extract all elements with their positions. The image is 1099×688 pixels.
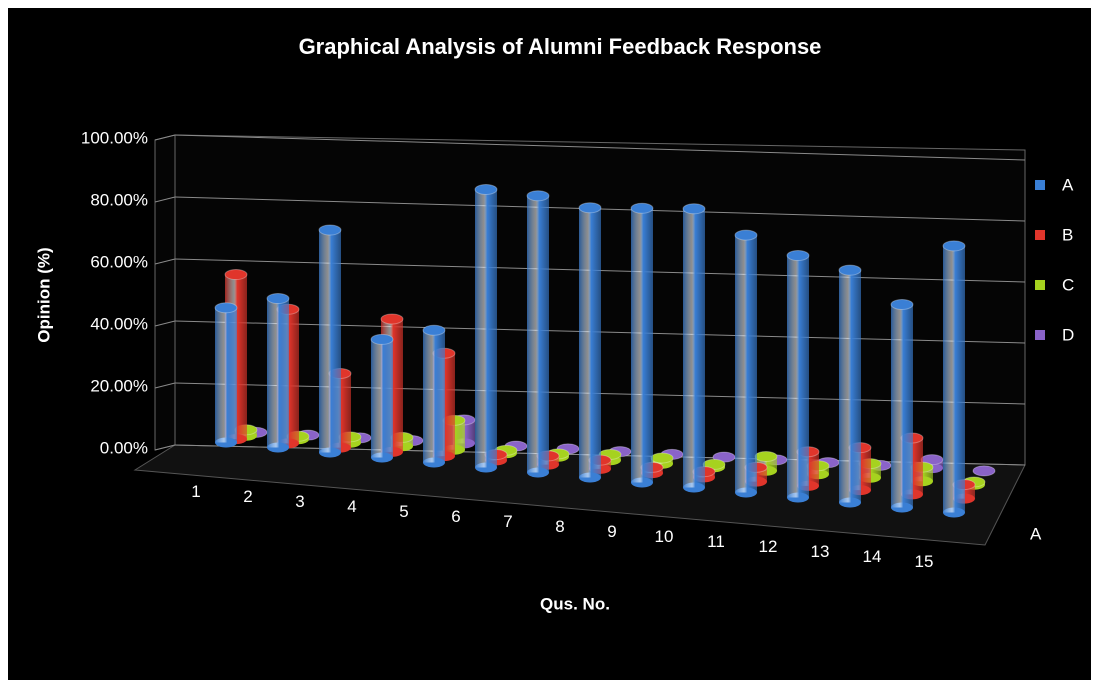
cylinder-top — [578, 202, 602, 214]
x-tick-label: 8 — [555, 517, 564, 536]
grid-line — [154, 382, 176, 389]
cylinder-top — [890, 298, 914, 310]
x-tick-label: 6 — [451, 507, 460, 526]
x-tick-label: 1 — [191, 482, 200, 501]
cylinder-top — [942, 240, 966, 252]
y-tick-label: 100.00% — [81, 128, 148, 147]
cylinder-top — [972, 465, 996, 477]
y-tick-label: 20.00% — [90, 376, 148, 395]
cylinder-top — [214, 302, 238, 314]
bar — [371, 339, 393, 458]
x-tick-label: 7 — [503, 512, 512, 531]
bar — [527, 195, 549, 473]
y-tick-label: 40.00% — [90, 314, 148, 333]
legend-swatch — [1035, 230, 1045, 240]
chart-title: Graphical Analysis of Alumni Feedback Re… — [299, 34, 822, 59]
cylinder-top — [786, 250, 810, 262]
legend-swatch — [1035, 180, 1045, 190]
cylinder-top — [474, 183, 498, 195]
cylinder-top — [630, 202, 654, 214]
x-tick-label: 4 — [347, 497, 356, 516]
side-wall — [154, 134, 176, 451]
grid-line — [154, 196, 176, 203]
x-tick-label: 5 — [399, 502, 408, 521]
bar — [579, 207, 601, 478]
bar — [735, 235, 757, 493]
bar — [267, 298, 289, 448]
legend-swatch — [1035, 330, 1045, 340]
cylinder-top — [318, 224, 342, 236]
depth-tick-label: A — [1030, 524, 1042, 543]
y-tick-label: 0.00% — [100, 438, 148, 457]
legend-label: B — [1062, 225, 1073, 244]
x-tick-label: 11 — [707, 532, 725, 551]
bar — [215, 307, 237, 443]
x-tick-label: 2 — [243, 487, 252, 506]
cylinder-top — [380, 313, 404, 325]
bar — [839, 270, 861, 503]
bar — [631, 208, 653, 483]
cylinder-top — [224, 268, 248, 280]
cylinder-top — [838, 264, 862, 276]
legend-label: C — [1062, 275, 1074, 294]
bar — [319, 230, 341, 453]
bar — [943, 245, 965, 513]
cylinder-top — [526, 190, 550, 202]
grid-line — [154, 320, 176, 327]
grid-line — [154, 258, 176, 265]
x-axis-label: Qus. No. — [540, 594, 610, 613]
bar — [423, 330, 445, 463]
bar — [683, 208, 705, 488]
cylinder-top — [682, 203, 706, 215]
x-tick-label: 13 — [811, 542, 830, 561]
cylinder-top — [734, 229, 758, 241]
grid-line — [154, 444, 176, 451]
x-tick-label: 9 — [607, 522, 616, 541]
cylinder-top — [370, 333, 394, 345]
x-tick-label: 3 — [295, 492, 304, 511]
y-axis-label: Opinion (%) — [34, 247, 53, 342]
x-tick-label: 10 — [655, 527, 674, 546]
grid-line — [174, 134, 1026, 161]
bar — [475, 189, 497, 468]
y-tick-label: 80.00% — [90, 190, 148, 209]
legend-label: A — [1062, 175, 1074, 194]
y-tick-label: 60.00% — [90, 252, 148, 271]
legend-label: D — [1062, 325, 1074, 344]
legend-swatch — [1035, 280, 1045, 290]
bar — [787, 255, 809, 498]
grid-line — [154, 134, 176, 141]
cylinder-top — [422, 324, 446, 336]
cylinder-top — [754, 450, 778, 462]
x-tick-label: 15 — [915, 552, 934, 571]
x-tick-label: 14 — [863, 547, 882, 566]
cylinder-top — [266, 293, 290, 304]
bar — [891, 304, 913, 508]
cylinder-top — [650, 452, 674, 464]
x-tick-label: 12 — [759, 537, 778, 556]
